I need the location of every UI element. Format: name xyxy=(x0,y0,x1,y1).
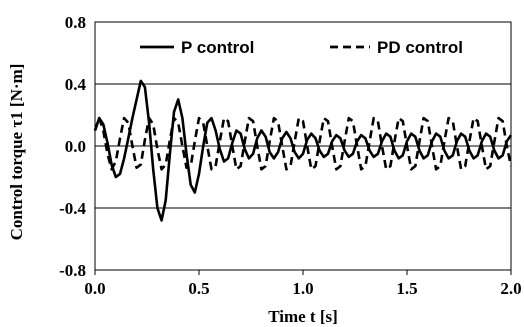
x-tick-label: 2.0 xyxy=(500,279,521,298)
plot-area-border xyxy=(94,21,512,271)
y-tick-label: -0.8 xyxy=(59,261,86,280)
x-tick-label: 0.0 xyxy=(84,279,105,298)
series-line-p-control xyxy=(93,79,513,222)
y-tick-label: 0.4 xyxy=(65,75,87,94)
legend: P control PD control xyxy=(140,38,463,57)
x-tick-label: 0.5 xyxy=(188,279,209,298)
y-tick-label: 0.8 xyxy=(65,13,86,32)
y-tick-label: -0.4 xyxy=(59,199,86,218)
legend-label-p-control: P control xyxy=(181,38,254,57)
x-axis-title: Time t [s] xyxy=(268,307,338,326)
y-axis-title: Control torque τ1 [N·m] xyxy=(7,64,26,241)
x-tick-label: 1.0 xyxy=(292,279,313,298)
gridlines xyxy=(94,21,512,275)
tick-labels: 0.80.40.0-0.4-0.80.0 0.5 1.0 1.5 2.0 xyxy=(59,13,522,298)
legend-label-pd-control: PD control xyxy=(377,38,463,57)
x-tick-label: 1.5 xyxy=(396,279,417,298)
series-group xyxy=(93,79,513,222)
series-line-pd-control xyxy=(93,116,513,171)
y-tick-label: 0.0 xyxy=(65,137,86,156)
